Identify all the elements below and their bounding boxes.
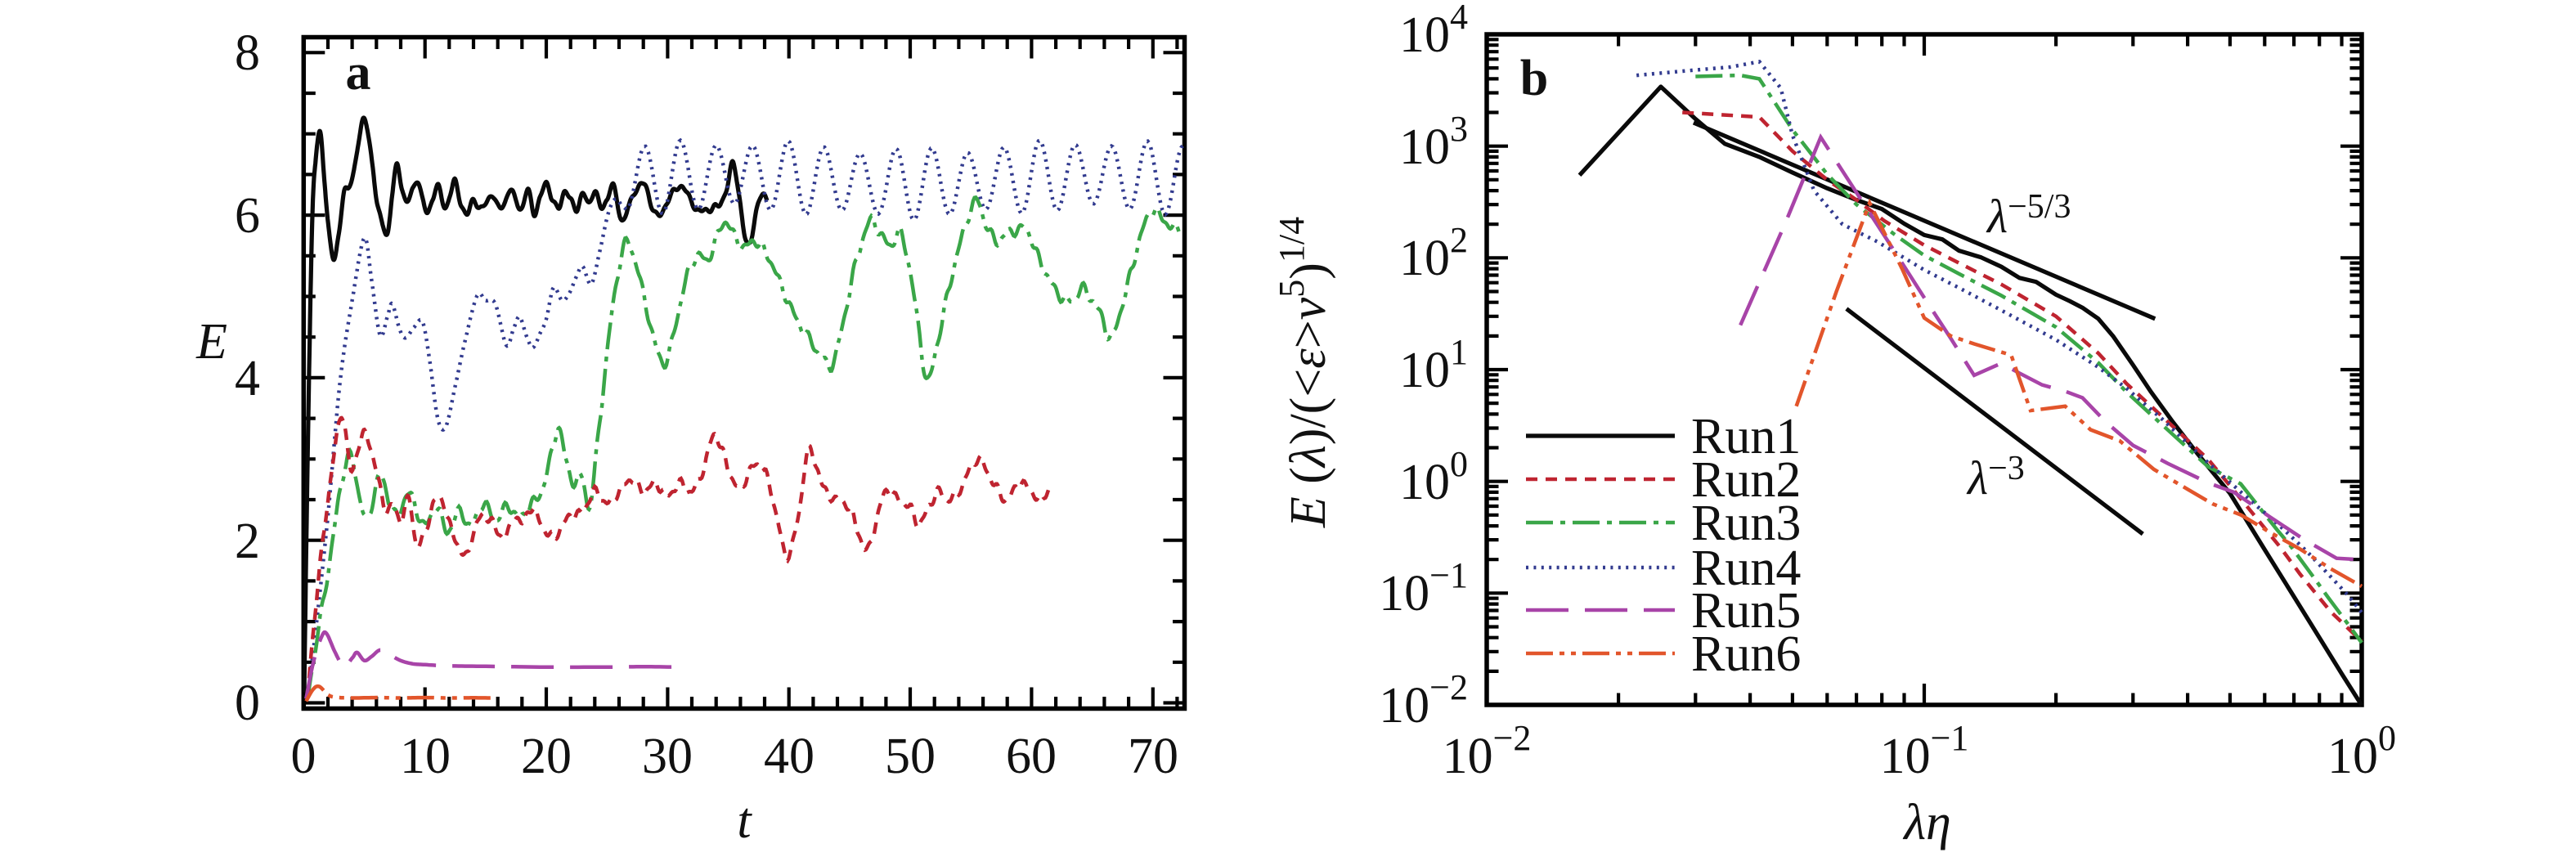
svg-text:60: 60 bbox=[1006, 729, 1057, 784]
svg-text:50: 50 bbox=[885, 729, 936, 784]
svg-text:E (λ)/(<ε>ν5)1/4: E (λ)/(<ε>ν5)1/4 bbox=[1272, 217, 1336, 528]
svg-text:λ−5/3: λ−5/3 bbox=[1986, 188, 2071, 243]
svg-text:Run6: Run6 bbox=[1691, 626, 1801, 682]
svg-text:40: 40 bbox=[764, 729, 815, 784]
svg-text:2: 2 bbox=[235, 514, 260, 569]
svg-text:10−2: 10−2 bbox=[1379, 667, 1468, 734]
svg-text:t: t bbox=[737, 793, 752, 849]
svg-text:0: 0 bbox=[291, 729, 316, 784]
svg-text:30: 30 bbox=[642, 729, 693, 784]
svg-text:10: 10 bbox=[400, 729, 451, 784]
svg-text:4: 4 bbox=[235, 351, 260, 406]
svg-text:70: 70 bbox=[1128, 729, 1178, 784]
svg-text:λ−3: λ−3 bbox=[1966, 450, 2025, 505]
svg-text:Run5: Run5 bbox=[1691, 583, 1801, 639]
svg-text:Run4: Run4 bbox=[1691, 541, 1801, 596]
svg-text:20: 20 bbox=[521, 729, 572, 784]
svg-text:Run3: Run3 bbox=[1691, 496, 1801, 551]
svg-text:Run2: Run2 bbox=[1691, 452, 1801, 508]
svg-text:a: a bbox=[346, 45, 371, 101]
svg-text:6: 6 bbox=[235, 188, 260, 244]
svg-text:Run1: Run1 bbox=[1691, 409, 1801, 464]
svg-text:E: E bbox=[195, 314, 227, 370]
svg-text:10−1: 10−1 bbox=[1880, 718, 1969, 784]
svg-text:8: 8 bbox=[235, 25, 260, 81]
svg-text:0: 0 bbox=[235, 675, 260, 731]
svg-text:b: b bbox=[1520, 51, 1548, 106]
svg-text:λη: λη bbox=[1902, 795, 1951, 850]
svg-text:101: 101 bbox=[1399, 332, 1468, 398]
